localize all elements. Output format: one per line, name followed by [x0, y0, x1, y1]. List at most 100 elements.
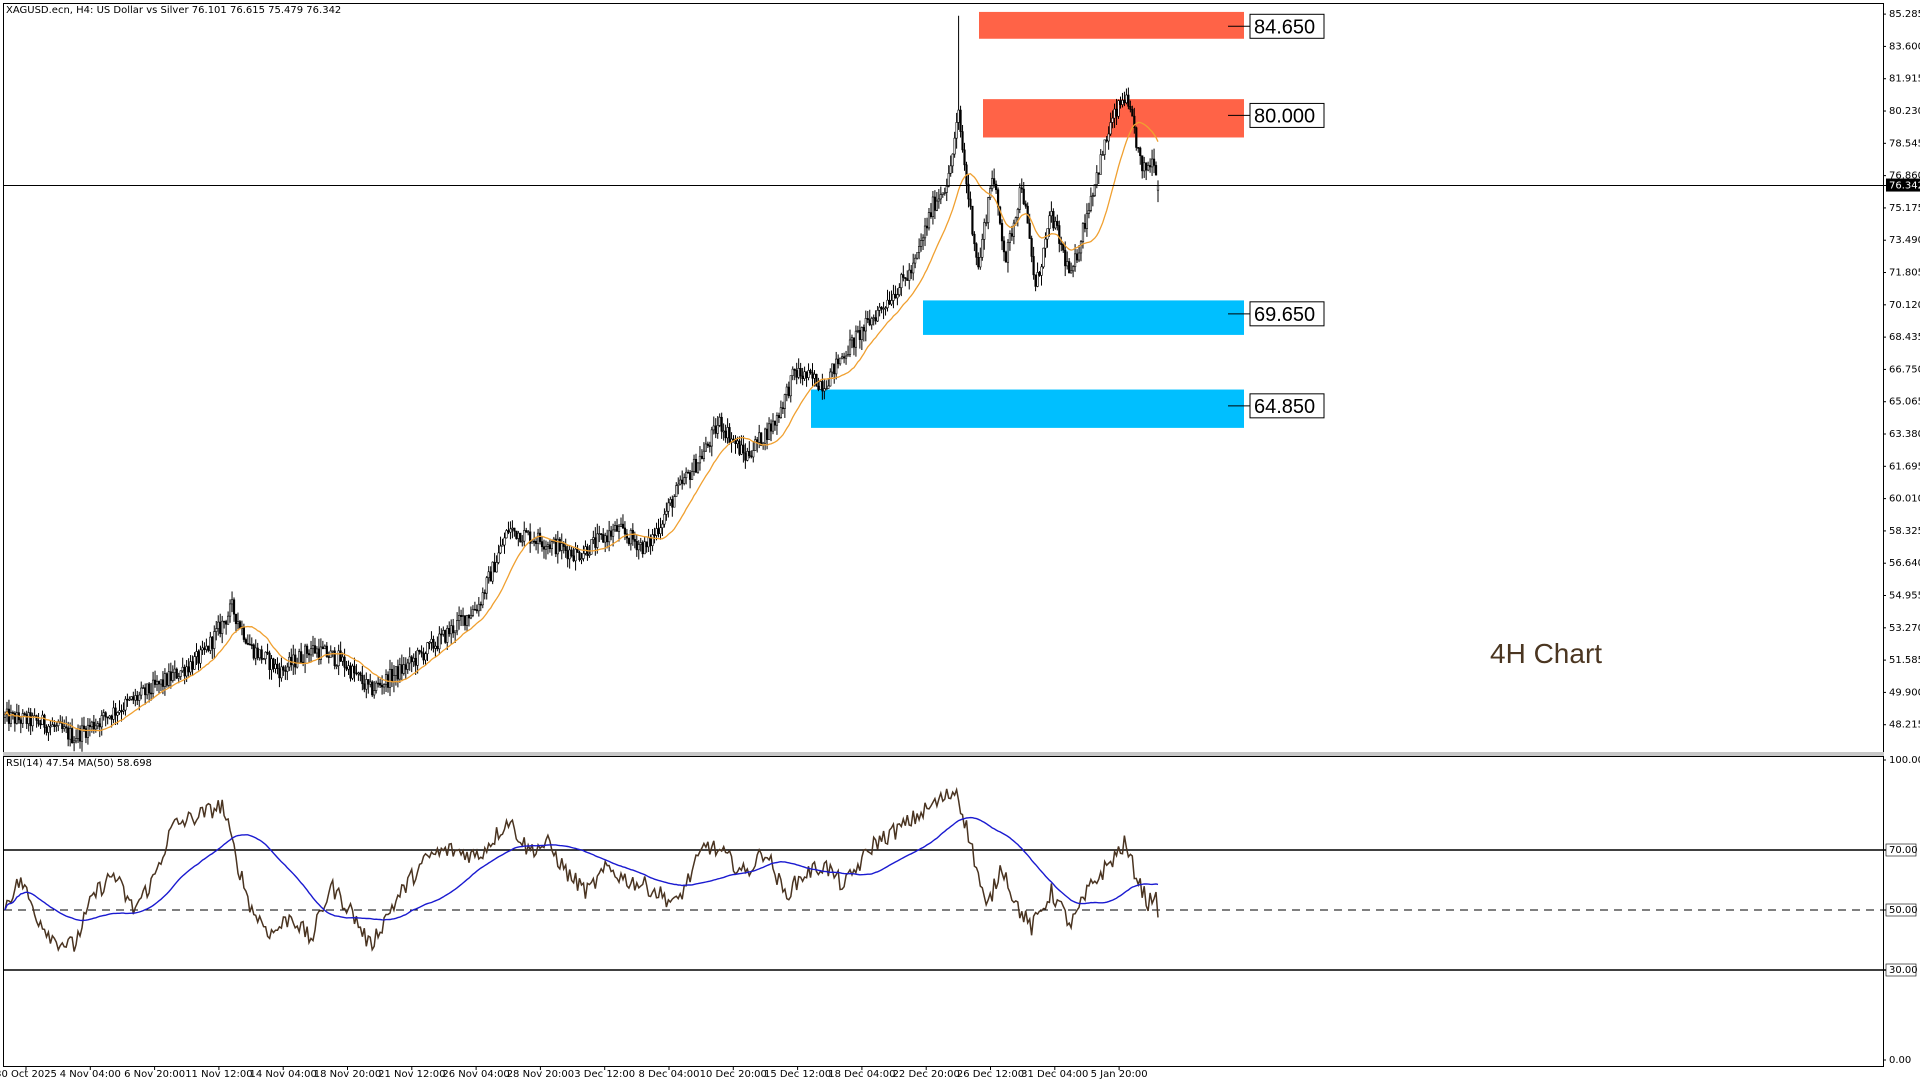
candle-body	[122, 709, 125, 712]
candle-body	[165, 673, 168, 686]
candle-body	[373, 690, 376, 696]
candle-body	[590, 539, 593, 555]
candle-body	[31, 715, 34, 727]
candle-body	[213, 631, 216, 649]
candle-body	[1004, 251, 1008, 263]
candle-body	[1113, 108, 1116, 119]
candle-body	[858, 330, 861, 340]
candle-body	[694, 458, 698, 473]
candle-body	[53, 724, 56, 727]
candle-body	[108, 715, 111, 719]
candle-body	[1028, 222, 1031, 239]
candle-body	[507, 530, 510, 533]
candle-body	[548, 544, 552, 550]
candle-body	[955, 122, 958, 139]
candle-body	[223, 620, 226, 623]
candle-body	[422, 652, 425, 661]
candle-body	[13, 713, 16, 724]
candle-body	[914, 257, 917, 264]
candle-body	[564, 546, 567, 551]
candle-body	[290, 656, 293, 666]
candle-body	[349, 665, 352, 679]
candle-body	[949, 165, 952, 174]
candle-body	[161, 679, 165, 687]
candle-body	[183, 666, 186, 677]
panel-separator[interactable]	[3, 752, 1884, 756]
candle-body	[795, 370, 798, 378]
candle-body	[171, 672, 174, 681]
candle-body	[892, 293, 895, 301]
candle-body	[886, 299, 889, 309]
candle-body	[155, 681, 159, 685]
price-level-zones: 84.650 80.000 69.650 64.850	[811, 11, 1325, 428]
candle-body	[260, 649, 263, 660]
candle-body	[927, 212, 931, 229]
candle-body	[888, 299, 891, 305]
candle-body	[412, 657, 415, 663]
candle-body	[396, 666, 399, 680]
candle-body	[979, 256, 982, 268]
candle-body	[1101, 154, 1104, 156]
candle-body	[303, 645, 307, 664]
rsi-tick-label: 50.00	[1889, 905, 1918, 916]
time-axis: 30 Oct 2025 4 Nov 04:00 6 Nov 20:00 11 Nov …	[0, 1066, 1148, 1080]
candle-body	[1000, 223, 1004, 242]
candle-body	[720, 416, 723, 432]
candle-body	[683, 477, 686, 484]
candle-body	[653, 534, 656, 536]
candle-body	[775, 415, 779, 426]
candle-body	[140, 687, 143, 696]
candle-body	[493, 561, 496, 573]
candle-body	[86, 724, 90, 738]
candle-body	[331, 650, 334, 653]
candle-body	[588, 553, 591, 556]
price-candles	[3, 15, 1160, 752]
candle-body	[811, 372, 814, 379]
candle-body	[1149, 165, 1152, 168]
candle-body	[151, 679, 155, 694]
candle-body	[197, 651, 200, 664]
candle-body	[467, 614, 471, 619]
candle-body	[718, 416, 721, 426]
candle-body	[1030, 238, 1033, 257]
candle-body	[544, 546, 548, 550]
candle-body	[621, 523, 625, 529]
candle-body	[355, 672, 358, 675]
price-tick-label: 58.325	[1889, 526, 1920, 537]
candle-body	[1020, 187, 1023, 190]
candle-body	[29, 712, 32, 727]
candle-body	[1036, 272, 1039, 287]
current-price-line: 76.342	[4, 178, 1920, 192]
candle-body	[951, 153, 954, 167]
candle-body	[414, 657, 417, 666]
candle-body	[971, 205, 974, 235]
candle-body	[521, 540, 524, 543]
candle-body	[114, 707, 117, 716]
candle-body	[244, 639, 247, 644]
candle-body	[860, 327, 863, 340]
candle-body	[1097, 172, 1100, 175]
candle-body	[487, 571, 490, 578]
price-tick-label: 53.270	[1889, 623, 1920, 634]
candle-body	[582, 553, 585, 559]
candle-body	[1089, 195, 1092, 211]
candle-body	[566, 550, 569, 560]
candle-body	[823, 388, 826, 392]
candle-body	[1038, 272, 1041, 276]
candle-body	[740, 444, 743, 455]
candle-body	[688, 472, 692, 480]
candle-body	[473, 608, 476, 611]
candle-body	[651, 534, 654, 547]
candle-body	[1119, 100, 1122, 105]
candle-body	[663, 514, 666, 525]
candle-body	[351, 665, 354, 679]
candle-body	[777, 415, 781, 418]
candle-body	[904, 277, 907, 279]
time-tick-label: 6 Nov 20:00	[124, 1069, 185, 1080]
candle-body	[317, 648, 321, 660]
candle-body	[923, 225, 927, 239]
candle-body	[692, 458, 696, 472]
time-tick-label: 14 Nov 04:00	[249, 1069, 316, 1080]
candle-body	[400, 664, 403, 674]
candle-body	[353, 665, 356, 674]
